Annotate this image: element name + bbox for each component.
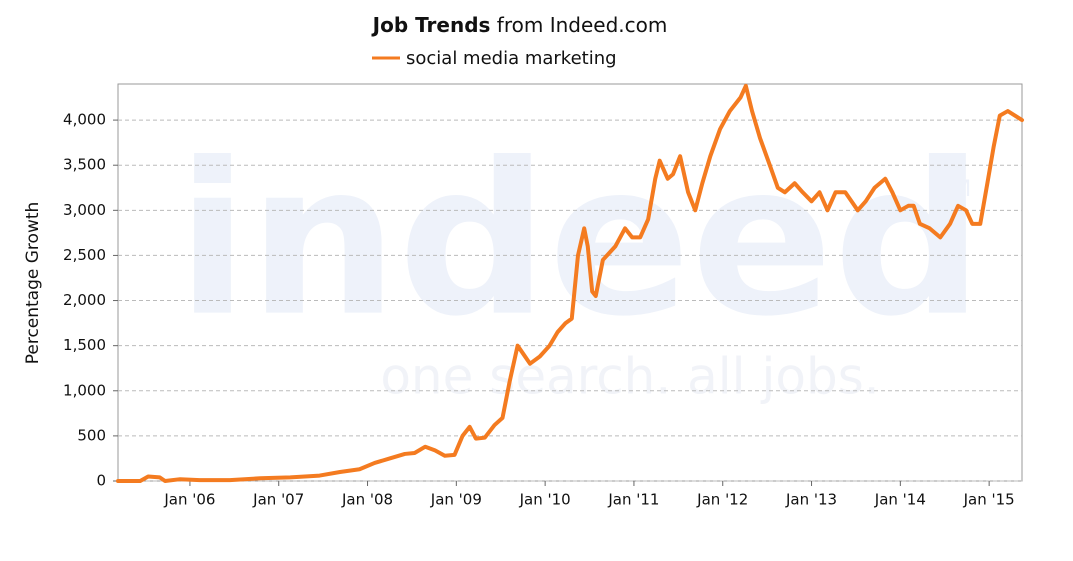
x-tick-label: Jan '07 bbox=[252, 491, 304, 509]
y-tick-label: 2,000 bbox=[63, 291, 106, 309]
y-tick-label: 3,500 bbox=[63, 156, 106, 174]
chart-title: Job Trends from Indeed.com bbox=[371, 13, 668, 37]
title-bold: Job Trends bbox=[371, 13, 491, 37]
y-tick-label: 3,000 bbox=[63, 201, 106, 219]
x-tick-label: Jan '06 bbox=[163, 491, 215, 509]
watermark-tagline: one search. all jobs. bbox=[380, 348, 879, 406]
x-tick-label: Jan '14 bbox=[874, 491, 926, 509]
watermark-mark: TM bbox=[938, 177, 971, 202]
title-suffix: from Indeed.com bbox=[497, 13, 668, 37]
y-axis-label: Percentage Growth bbox=[23, 202, 43, 365]
x-tick-label: Jan '09 bbox=[430, 491, 482, 509]
x-tick-label: Jan '15 bbox=[963, 491, 1015, 509]
y-tick-label: 1,000 bbox=[63, 381, 106, 399]
y-tick-label: 0 bbox=[96, 472, 106, 490]
legend-label: social media marketing bbox=[406, 48, 617, 69]
x-tick-label: Jan '11 bbox=[607, 491, 659, 509]
x-tick-label: Jan '12 bbox=[696, 491, 748, 509]
series-line bbox=[116, 83, 1024, 483]
x-tick-label: Jan '10 bbox=[519, 491, 571, 509]
y-tick-label: 2,500 bbox=[63, 246, 106, 264]
y-tick-label: 1,500 bbox=[63, 336, 106, 354]
x-tick-label: Jan '08 bbox=[341, 491, 393, 509]
y-tick-label: 500 bbox=[77, 426, 106, 444]
watermark: indeed one search. all jobs. TM bbox=[177, 118, 984, 406]
x-tick-label: Jan '13 bbox=[785, 491, 837, 509]
y-tick-label: 4,000 bbox=[63, 111, 106, 129]
